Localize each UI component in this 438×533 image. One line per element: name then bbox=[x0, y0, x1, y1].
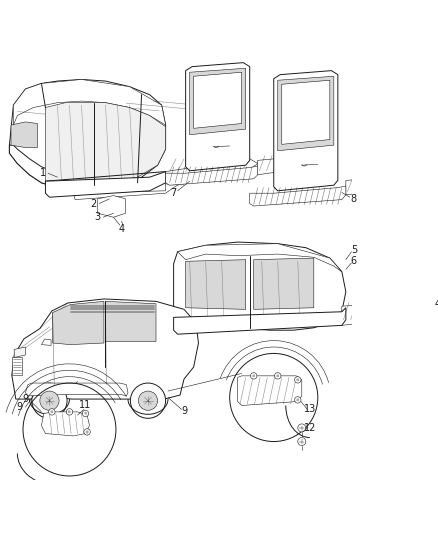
Polygon shape bbox=[12, 299, 198, 399]
Text: 3: 3 bbox=[95, 212, 101, 222]
Circle shape bbox=[298, 438, 306, 446]
Polygon shape bbox=[282, 80, 330, 144]
Polygon shape bbox=[14, 347, 25, 358]
Polygon shape bbox=[254, 258, 314, 309]
Text: 5: 5 bbox=[351, 245, 357, 255]
Text: 4: 4 bbox=[119, 224, 124, 234]
Polygon shape bbox=[53, 301, 104, 345]
Text: 12: 12 bbox=[304, 423, 316, 433]
Polygon shape bbox=[9, 79, 166, 189]
Polygon shape bbox=[186, 63, 250, 171]
Polygon shape bbox=[46, 172, 166, 197]
Circle shape bbox=[295, 377, 301, 383]
Polygon shape bbox=[25, 383, 128, 396]
Polygon shape bbox=[106, 301, 156, 342]
Polygon shape bbox=[178, 244, 342, 272]
Circle shape bbox=[82, 410, 89, 417]
Polygon shape bbox=[173, 242, 346, 330]
Text: 11: 11 bbox=[79, 400, 92, 410]
Circle shape bbox=[251, 373, 257, 379]
Circle shape bbox=[295, 397, 301, 403]
Circle shape bbox=[66, 409, 73, 415]
Text: 2: 2 bbox=[90, 199, 97, 208]
Polygon shape bbox=[74, 177, 182, 200]
Polygon shape bbox=[9, 145, 74, 189]
Polygon shape bbox=[186, 260, 246, 309]
Text: 7: 7 bbox=[170, 188, 177, 198]
Circle shape bbox=[298, 424, 306, 432]
Polygon shape bbox=[46, 103, 166, 183]
Polygon shape bbox=[258, 155, 318, 175]
Text: 13: 13 bbox=[304, 405, 316, 415]
Text: 6: 6 bbox=[351, 256, 357, 266]
Circle shape bbox=[40, 391, 59, 410]
Polygon shape bbox=[166, 166, 258, 185]
Text: 9: 9 bbox=[22, 394, 28, 404]
Polygon shape bbox=[346, 176, 398, 195]
Polygon shape bbox=[238, 376, 302, 406]
Polygon shape bbox=[42, 339, 51, 345]
Polygon shape bbox=[342, 301, 428, 325]
Text: 1: 1 bbox=[40, 168, 46, 178]
Circle shape bbox=[131, 383, 166, 418]
Text: 9: 9 bbox=[181, 406, 187, 416]
Polygon shape bbox=[14, 79, 166, 125]
Circle shape bbox=[138, 391, 158, 410]
Circle shape bbox=[32, 383, 67, 418]
Polygon shape bbox=[190, 68, 246, 135]
Polygon shape bbox=[98, 196, 126, 217]
Text: 9: 9 bbox=[17, 402, 23, 412]
Polygon shape bbox=[194, 72, 242, 128]
Polygon shape bbox=[250, 186, 346, 206]
Text: 4: 4 bbox=[435, 299, 438, 309]
Polygon shape bbox=[173, 308, 346, 334]
Polygon shape bbox=[278, 76, 334, 151]
Polygon shape bbox=[12, 358, 22, 375]
Circle shape bbox=[49, 409, 55, 415]
Polygon shape bbox=[11, 122, 37, 148]
Polygon shape bbox=[166, 159, 258, 183]
Polygon shape bbox=[274, 71, 338, 191]
Circle shape bbox=[84, 429, 90, 435]
Circle shape bbox=[275, 373, 281, 379]
Polygon shape bbox=[42, 412, 89, 436]
Text: 8: 8 bbox=[351, 194, 357, 204]
